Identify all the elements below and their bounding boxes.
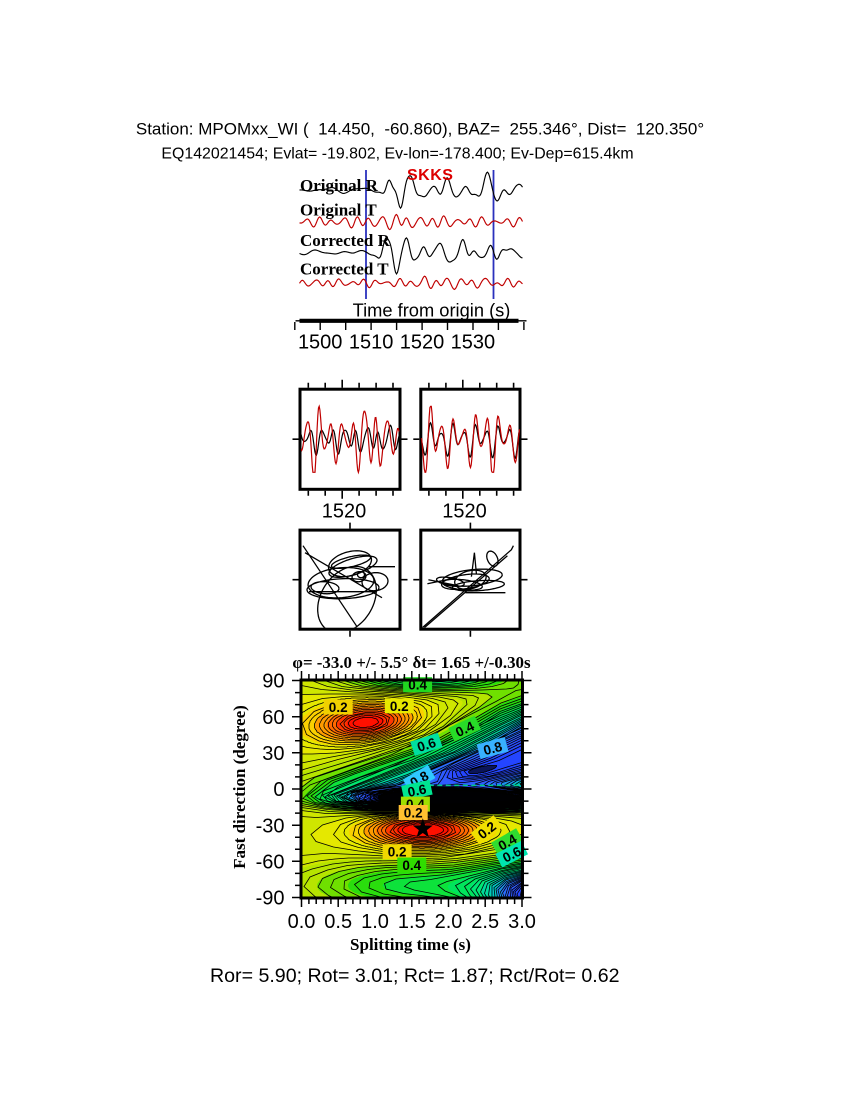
- svg-text:1530: 1530: [451, 332, 496, 354]
- svg-text:0: 0: [273, 779, 284, 801]
- svg-text:2.5: 2.5: [471, 911, 499, 933]
- svg-text:2.0: 2.0: [435, 911, 463, 933]
- svg-text:EQ142021454; Evlat= -19.802, E: EQ142021454; Evlat= -19.802, Ev-lon=-178…: [161, 146, 633, 163]
- svg-text:60: 60: [262, 707, 284, 729]
- svg-text:0.6: 0.6: [406, 781, 428, 800]
- svg-text:0.2: 0.2: [329, 700, 348, 715]
- svg-text:0.6: 0.6: [415, 735, 438, 755]
- svg-text:0.0: 0.0: [288, 911, 316, 933]
- svg-text:Ror= 5.90; Rot= 3.01; Rct= 1.8: Ror= 5.90; Rot= 3.01; Rct= 1.87; Rct/Rot…: [210, 965, 620, 987]
- svg-text:1500: 1500: [298, 332, 343, 354]
- svg-text:Time from origin (s): Time from origin (s): [353, 300, 511, 321]
- svg-text:Station: MPOMxx_WI ( 14.450,: Station: MPOMxx_WI ( 14.450, -60.860), B…: [136, 120, 704, 139]
- svg-text:0.4: 0.4: [453, 718, 477, 740]
- svg-text:1520: 1520: [442, 501, 487, 523]
- svg-text:0.5: 0.5: [324, 911, 352, 933]
- svg-text:-90: -90: [256, 888, 285, 910]
- svg-text:1520: 1520: [322, 501, 367, 523]
- svg-text:1510: 1510: [349, 332, 394, 354]
- svg-text:0.8: 0.8: [482, 739, 504, 758]
- svg-text:0.2: 0.2: [390, 699, 409, 714]
- svg-text:Original R: Original R: [300, 176, 379, 195]
- svg-text:3.0: 3.0: [508, 911, 536, 933]
- svg-text:1520: 1520: [400, 332, 445, 354]
- svg-text:Corrected R: Corrected R: [300, 231, 391, 250]
- svg-text:Fast direction (degree): Fast direction (degree): [230, 705, 249, 869]
- svg-text:0.2: 0.2: [388, 845, 407, 860]
- svg-text:SKKS: SKKS: [407, 167, 453, 184]
- svg-text:30: 30: [262, 743, 284, 765]
- svg-text:1.5: 1.5: [398, 911, 426, 933]
- svg-text:φ= -33.0 +/- 5.5° δt= 1.65 +/-: φ= -33.0 +/- 5.5° δt= 1.65 +/-0.30s: [292, 653, 531, 672]
- svg-text:Splitting time (s): Splitting time (s): [350, 935, 471, 954]
- svg-text:90: 90: [262, 671, 284, 693]
- svg-text:-60: -60: [256, 852, 285, 874]
- svg-text:0.4: 0.4: [402, 858, 421, 873]
- svg-text:Original T: Original T: [300, 201, 377, 220]
- svg-text:Corrected T: Corrected T: [300, 260, 389, 279]
- svg-text:0.2: 0.2: [404, 806, 423, 821]
- svg-text:1.0: 1.0: [361, 911, 389, 933]
- svg-text:-30: -30: [256, 815, 285, 837]
